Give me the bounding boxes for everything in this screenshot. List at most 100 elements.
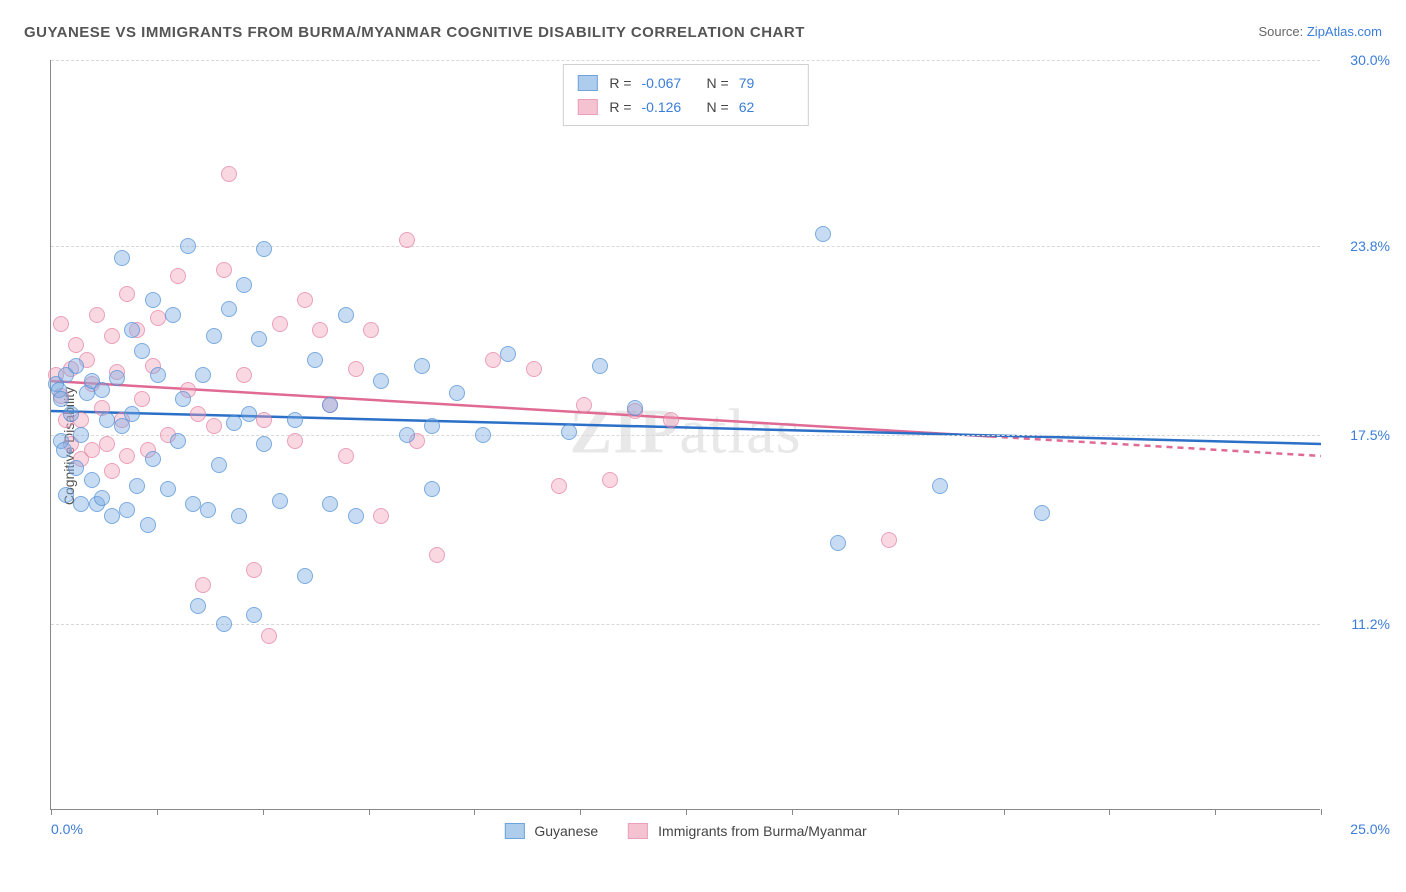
data-point-pink: [170, 268, 186, 284]
data-point-blue: [63, 406, 79, 422]
data-point-blue: [272, 493, 288, 509]
data-point-blue: [175, 391, 191, 407]
data-point-blue: [104, 508, 120, 524]
legend-label-blue: Guyanese: [534, 823, 598, 839]
data-point-blue: [53, 391, 69, 407]
data-point-pink: [216, 262, 232, 278]
x-tick: [51, 809, 52, 815]
data-point-blue: [190, 598, 206, 614]
data-point-blue: [373, 373, 389, 389]
data-point-pink: [150, 310, 166, 326]
data-point-blue: [58, 487, 74, 503]
data-point-blue: [211, 457, 227, 473]
x-tick: [474, 809, 475, 815]
data-point-blue: [500, 346, 516, 362]
x-tick: [1004, 809, 1005, 815]
bottom-legend: Guyanese Immigrants from Burma/Myanmar: [504, 823, 866, 839]
data-point-blue: [109, 370, 125, 386]
data-point-pink: [348, 361, 364, 377]
n-value-pink: 62: [739, 95, 794, 119]
data-point-blue: [322, 397, 338, 413]
data-point-pink: [297, 292, 313, 308]
data-point-blue: [424, 418, 440, 434]
data-point-blue: [124, 322, 140, 338]
data-point-blue: [73, 427, 89, 443]
data-point-blue: [231, 508, 247, 524]
gridline: [51, 624, 1320, 625]
r-value-pink: -0.126: [642, 95, 697, 119]
data-point-blue: [830, 535, 846, 551]
r-label: R =: [609, 71, 631, 95]
data-point-blue: [251, 331, 267, 347]
data-point-blue: [561, 424, 577, 440]
x-tick: [263, 809, 264, 815]
data-point-blue: [627, 400, 643, 416]
x-axis-max-label: 25.0%: [1350, 821, 1390, 837]
swatch-pink: [628, 823, 648, 839]
data-point-pink: [119, 448, 135, 464]
data-point-blue: [145, 292, 161, 308]
data-point-pink: [551, 478, 567, 494]
data-point-blue: [307, 352, 323, 368]
data-point-blue: [119, 502, 135, 518]
data-point-blue: [338, 307, 354, 323]
y-tick-label: 30.0%: [1330, 52, 1390, 68]
y-tick-label: 17.5%: [1330, 427, 1390, 443]
trend-line: [991, 437, 1321, 457]
x-tick: [792, 809, 793, 815]
data-point-blue: [414, 358, 430, 374]
legend-item-blue: Guyanese: [504, 823, 598, 839]
data-point-blue: [592, 358, 608, 374]
data-point-pink: [602, 472, 618, 488]
chart-title: GUYANESE VS IMMIGRANTS FROM BURMA/MYANMA…: [24, 24, 805, 41]
data-point-blue: [322, 496, 338, 512]
data-point-pink: [338, 448, 354, 464]
source-link[interactable]: ZipAtlas.com: [1307, 24, 1382, 39]
data-point-blue: [932, 478, 948, 494]
data-point-blue: [195, 367, 211, 383]
x-tick: [686, 809, 687, 815]
y-tick-label: 11.2%: [1330, 616, 1390, 632]
swatch-pink: [577, 99, 597, 115]
swatch-blue: [577, 75, 597, 91]
gridline: [51, 435, 1320, 436]
gridline: [51, 246, 1320, 247]
watermark-rest: atlas: [679, 395, 801, 466]
source-label: Source: ZipAtlas.com: [1258, 24, 1382, 39]
data-point-blue: [160, 481, 176, 497]
data-point-pink: [363, 322, 379, 338]
data-point-blue: [256, 241, 272, 257]
data-point-blue: [140, 517, 156, 533]
source-prefix: Source:: [1258, 24, 1306, 39]
data-point-blue: [221, 301, 237, 317]
data-point-blue: [256, 436, 272, 452]
legend-label-pink: Immigrants from Burma/Myanmar: [658, 823, 866, 839]
data-point-blue: [180, 238, 196, 254]
data-point-blue: [84, 472, 100, 488]
data-point-pink: [312, 322, 328, 338]
data-point-blue: [200, 502, 216, 518]
data-point-blue: [56, 442, 72, 458]
data-point-pink: [134, 391, 150, 407]
data-point-blue: [114, 250, 130, 266]
n-label: N =: [707, 71, 729, 95]
n-value-blue: 79: [739, 71, 794, 95]
data-point-blue: [94, 490, 110, 506]
data-point-pink: [485, 352, 501, 368]
x-axis-min-label: 0.0%: [51, 821, 83, 837]
data-point-pink: [526, 361, 542, 377]
data-point-pink: [190, 406, 206, 422]
r-label: R =: [609, 95, 631, 119]
data-point-pink: [53, 316, 69, 332]
data-point-pink: [195, 577, 211, 593]
data-point-pink: [881, 532, 897, 548]
data-point-pink: [104, 463, 120, 479]
watermark: ZIPatlas: [570, 394, 802, 468]
data-point-blue: [815, 226, 831, 242]
data-point-blue: [94, 382, 110, 398]
legend-item-pink: Immigrants from Burma/Myanmar: [628, 823, 866, 839]
data-point-pink: [246, 562, 262, 578]
data-point-pink: [68, 337, 84, 353]
n-label: N =: [707, 95, 729, 119]
data-point-pink: [272, 316, 288, 332]
